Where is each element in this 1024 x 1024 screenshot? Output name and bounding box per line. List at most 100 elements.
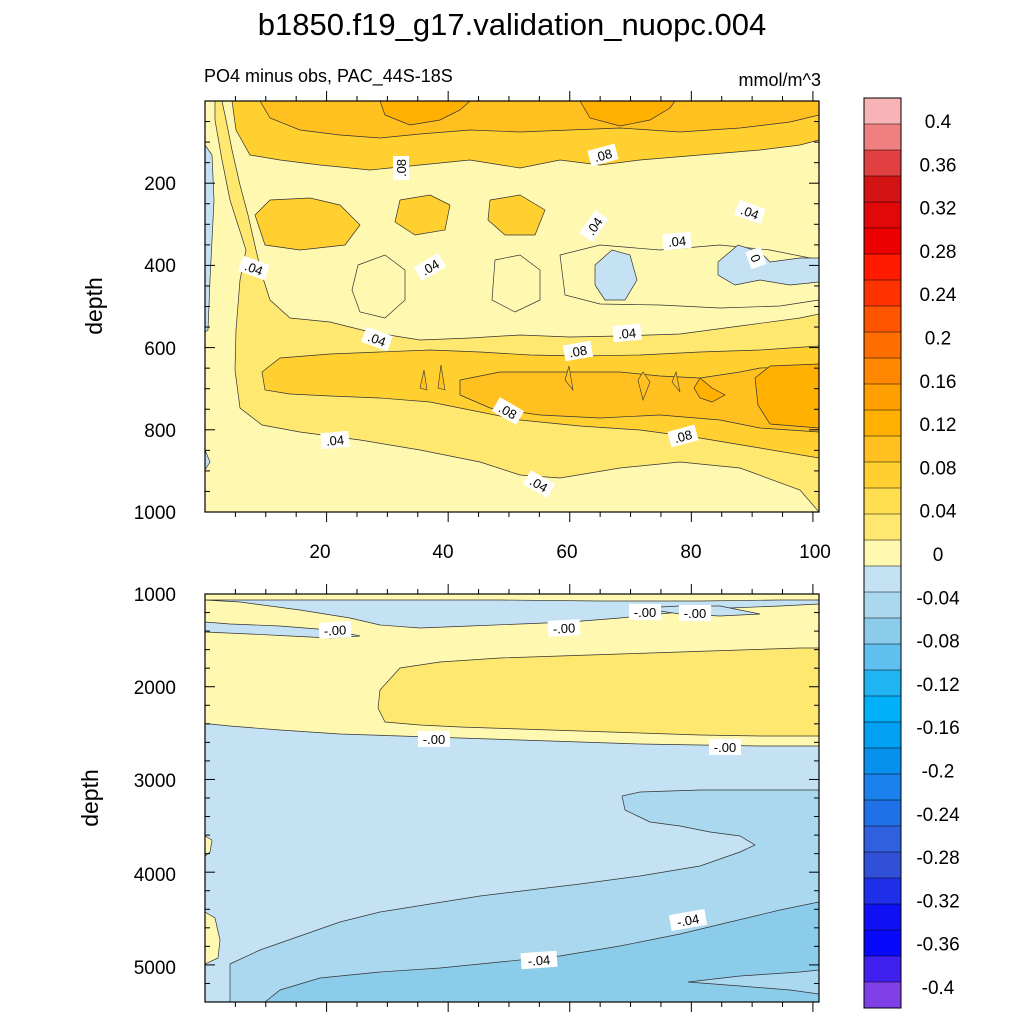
colorbar-swatch xyxy=(864,982,901,1009)
colorbar-swatch xyxy=(864,748,901,775)
upper-fill-16-top xyxy=(379,101,676,127)
colorbar-swatch xyxy=(864,800,901,827)
colorbar-tick-label: -0.4 xyxy=(922,978,955,999)
colorbar-tick-label: -0.28 xyxy=(916,848,959,869)
contour-label: .08 xyxy=(394,159,409,177)
colorbar-tick-label: -0.24 xyxy=(916,805,960,826)
upper-fill-16-mid xyxy=(693,363,819,429)
y-tick-label: 800 xyxy=(144,421,176,442)
contour-label: .08 xyxy=(672,427,693,446)
upper-fill-neg-left-2 xyxy=(205,449,211,471)
colorbar-swatch xyxy=(864,878,901,905)
colorbar-swatch xyxy=(864,306,901,333)
lower-fill-pos-left-2 xyxy=(205,911,221,965)
contour-label: .08 xyxy=(568,343,588,361)
colorbar-swatch xyxy=(864,384,901,411)
colorbar-tick-label: 0 xyxy=(933,545,944,566)
lower-contour-labels: -.00 -.00 -.00 -.00 -.00 -.00 -.04 -.04 xyxy=(318,604,741,970)
lower-y-axis-label: depth xyxy=(77,769,103,827)
lower-fill-neg-08 xyxy=(264,901,819,1002)
colorbar-tick-label: 0.24 xyxy=(920,285,957,306)
upper-fill-08-blob-3 xyxy=(487,194,546,236)
y-tick-label: 1000 xyxy=(134,585,176,606)
x-tick-label: 40 xyxy=(432,542,453,563)
y-tick-label: 4000 xyxy=(134,865,176,886)
contour-label: .04 xyxy=(667,233,686,250)
colorbar-swatch xyxy=(864,956,901,983)
contour-label: -.04 xyxy=(676,911,701,930)
colorbar-swatch xyxy=(864,254,901,281)
contour-label: -.00 xyxy=(684,606,706,621)
colorbar-swatch xyxy=(864,696,901,723)
upper-contour-labels: .08 .08 .04 .04 .04 .04 .04 0 .04 .08 .0… xyxy=(238,143,767,498)
contour-label: -.00 xyxy=(323,622,346,638)
contour-label: -.00 xyxy=(634,605,656,620)
upper-spikes xyxy=(419,364,681,401)
y-tick-label: 5000 xyxy=(134,958,176,979)
contour-label: .08 xyxy=(592,146,613,165)
upper-fill-neg-left xyxy=(205,144,215,333)
contour-label: .04 xyxy=(617,325,636,342)
x-tick-label: 100 xyxy=(799,542,831,563)
colorbar-swatch xyxy=(864,852,901,879)
colorbar-swatch xyxy=(864,566,901,593)
colorbar-swatch xyxy=(864,98,901,125)
upper-fill-00-blob-2 xyxy=(491,254,541,313)
contour-label: .04 xyxy=(325,432,344,449)
colorbar-tick-label: 0.4 xyxy=(925,112,952,133)
colorbar-swatch xyxy=(864,670,901,697)
colorbar-swatch xyxy=(864,150,901,177)
colorbar-swatch xyxy=(864,930,901,957)
y-tick-label: 200 xyxy=(144,174,176,195)
chart-units: mmol/m^3 xyxy=(739,70,821,90)
colorbar-tick-label: 0.2 xyxy=(925,329,951,350)
colorbar-tick-label: 0.12 xyxy=(920,415,957,436)
contour-label: .04 xyxy=(243,258,265,278)
x-tick-label: 80 xyxy=(680,542,701,563)
lower-y-tick-labels: 1000 2000 3000 4000 5000 xyxy=(134,585,176,979)
colorbar-swatch xyxy=(864,124,901,151)
colorbar-swatch xyxy=(864,774,901,801)
contour-label: .04 xyxy=(366,329,388,349)
colorbar-swatch xyxy=(864,904,901,931)
lower-fill-pos-left-1 xyxy=(205,835,213,857)
lower-fill-pos-lens xyxy=(377,647,819,737)
colorbar-swatch xyxy=(864,436,901,463)
colorbar-swatch xyxy=(864,514,901,541)
colorbar-tick-label: -0.2 xyxy=(922,762,955,783)
colorbar-swatch xyxy=(864,462,901,489)
colorbar-tick-label: 0.36 xyxy=(920,155,957,176)
y-tick-label: 1000 xyxy=(134,503,176,524)
colorbar-swatch xyxy=(864,540,901,567)
upper-axis-ticks xyxy=(205,91,819,522)
contour-label: -.00 xyxy=(714,740,736,755)
colorbar xyxy=(863,97,902,1009)
upper-y-axis-label: depth xyxy=(81,277,107,335)
lower-fill-neg-08-tongue xyxy=(687,969,819,995)
colorbar-swatch xyxy=(864,722,901,749)
chart-title: b1850.f19_g17.validation_nuopc.004 xyxy=(258,7,767,42)
y-tick-label: 400 xyxy=(144,256,176,277)
contour-label: -.00 xyxy=(552,620,575,636)
upper-x-tick-labels: 20 40 60 80 100 xyxy=(309,542,830,563)
lower-axis-ticks xyxy=(205,584,819,1012)
colorbar-tick-label: 0.08 xyxy=(920,458,957,479)
colorbar-tick-label: -0.08 xyxy=(916,632,959,653)
contour-label: 0 xyxy=(747,252,764,264)
colorbar-swatch xyxy=(864,410,901,437)
colorbar-swatch xyxy=(864,488,901,515)
contour-label: -.04 xyxy=(527,952,550,969)
upper-fill-08-blob-1 xyxy=(254,197,361,251)
lower-panel: -.00 -.00 -.00 -.00 -.00 -.00 -.04 -.04 … xyxy=(77,584,820,1012)
upper-fill-00-blob-1 xyxy=(351,254,406,319)
colorbar-swatch xyxy=(864,644,901,671)
colorbar-swatch xyxy=(864,358,901,385)
colorbar-swatch xyxy=(864,618,901,645)
colorbar-tick-label: -0.04 xyxy=(916,588,960,609)
upper-fill-08-blob-2 xyxy=(394,194,451,236)
colorbar-tick-label: 0.04 xyxy=(920,502,957,523)
colorbar-swatch xyxy=(864,176,901,203)
chart-subtitle-left: PO4 minus obs, PAC_44S-18S xyxy=(204,66,453,87)
y-tick-label: 600 xyxy=(144,339,176,360)
